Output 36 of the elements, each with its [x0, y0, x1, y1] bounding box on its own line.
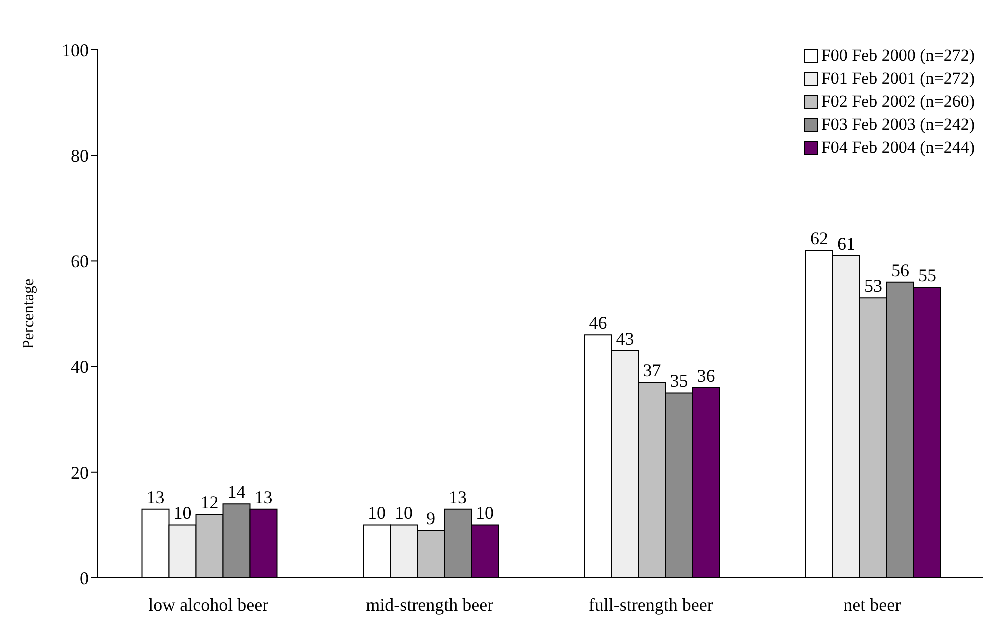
- data-label: 62: [810, 228, 828, 249]
- data-label: 13: [254, 487, 273, 508]
- data-label: 53: [864, 276, 882, 296]
- x-tick-label: low alcohol beer: [148, 594, 269, 615]
- data-label: 10: [174, 503, 192, 524]
- data-label: 56: [892, 260, 910, 280]
- data-label: 61: [838, 234, 856, 254]
- data-label: 10: [395, 503, 413, 524]
- x-tick-label: mid-strength beer: [366, 594, 494, 615]
- y-tick-label: 100: [62, 40, 89, 60]
- data-label: 14: [228, 482, 246, 502]
- data-label: 43: [616, 328, 634, 349]
- legend-label: F01 Feb 2001 (n=272): [821, 68, 975, 90]
- data-label: 35: [670, 371, 688, 392]
- data-label: 37: [643, 360, 662, 381]
- data-label: 10: [476, 503, 494, 524]
- legend-label: F00 Feb 2000 (n=272): [821, 45, 975, 67]
- legend-label: F02 Feb 2002 (n=260): [821, 91, 975, 113]
- data-label: 13: [146, 487, 165, 508]
- data-label: 55: [918, 266, 936, 286]
- legend-label: F03 Feb 2003 (n=242): [821, 114, 975, 136]
- data-label: 36: [697, 366, 716, 386]
- data-label: 10: [368, 503, 386, 524]
- data-label: 13: [449, 487, 467, 508]
- y-tick-label: 0: [80, 568, 89, 588]
- x-tick-label: full-strength beer: [588, 594, 714, 615]
- legend-label: F04 Feb 2004 (n=244): [821, 137, 975, 159]
- y-axis-title: Percentage: [20, 278, 38, 350]
- x-tick-label: net beer: [844, 594, 902, 615]
- data-label: 9: [426, 508, 436, 528]
- y-tick-label: 60: [71, 252, 89, 272]
- data-label: 46: [589, 313, 608, 334]
- y-tick-label: 40: [71, 357, 89, 378]
- y-tick-label: 80: [71, 146, 89, 166]
- data-label: 12: [200, 492, 219, 513]
- y-tick-label: 20: [71, 462, 89, 483]
